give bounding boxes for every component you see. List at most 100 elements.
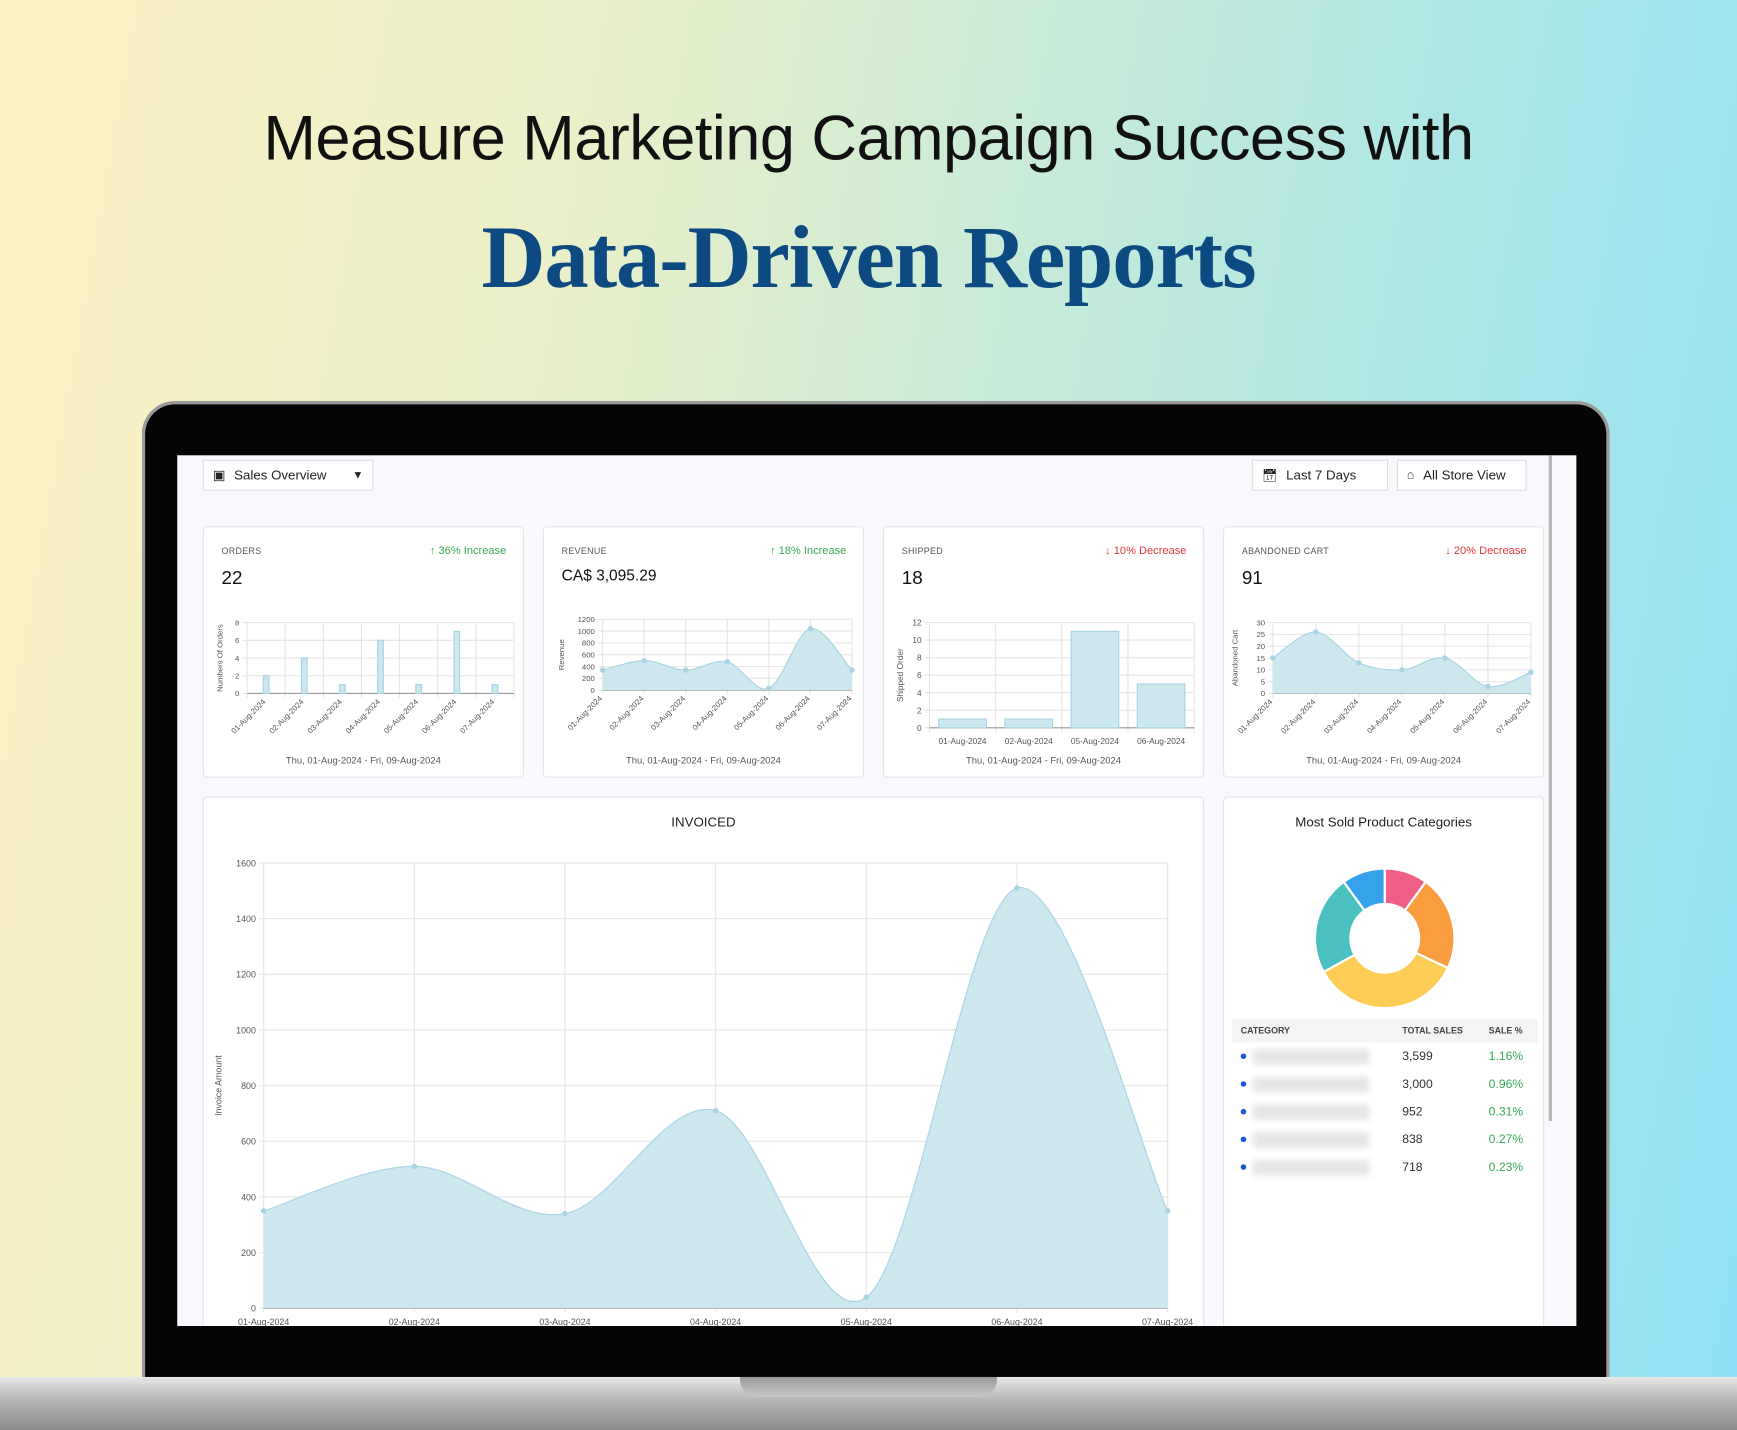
data-point [1014, 885, 1020, 891]
bullet-icon [1240, 1109, 1247, 1115]
date-label: Last 7 Days [1286, 467, 1357, 483]
bar [377, 639, 384, 695]
bullet-icon [1240, 1081, 1247, 1088]
calendar-icon: 📅︎ [1261, 469, 1278, 483]
scrollbar[interactable] [1548, 455, 1552, 1122]
date-range-caption: Thu, 01-Aug-2024 - Fri, 09-Aug-2024 [285, 754, 441, 766]
date-range-caption: Thu, 01-Aug-2024 - Fri, 09-Aug-2024 [1306, 754, 1462, 766]
total-sales-cell: 838 [1402, 1132, 1423, 1146]
y-tick-label: 5 [1261, 677, 1265, 686]
chevron-down-icon: ▼ [352, 469, 364, 482]
y-tick-label: 1200 [236, 970, 256, 980]
total-sales-cell: 952 [1402, 1105, 1423, 1119]
area-fill [263, 887, 1168, 1309]
y-axis-label: Abandoned Cart [1230, 629, 1239, 686]
sale-pct-cell: 0.31% [1488, 1105, 1524, 1119]
data-point [260, 1208, 267, 1214]
x-tick-label: 03-Aug-2024 [306, 697, 345, 736]
date-range-caption: Thu, 01-Aug-2024 - Fri, 09-Aug-2024 [966, 754, 1121, 766]
table-row[interactable]: 3,599 1.16% [1232, 1042, 1538, 1070]
x-tick-label: 04-Aug-2024 [691, 694, 730, 733]
invoiced-title: INVOICED [671, 814, 736, 830]
data-point [849, 667, 855, 673]
date-range-button[interactable]: 📅︎ Last 7 Days [1251, 459, 1389, 491]
headline-line2: Data-Driven Reports [481, 209, 1257, 307]
x-tick-label: 01-Aug-2024 [566, 694, 605, 733]
y-tick-label: 2 [235, 672, 239, 681]
bar [300, 657, 308, 695]
change-badge: ↓ 10% Decrease [1105, 545, 1187, 558]
data-point [1313, 629, 1319, 635]
area-fill [602, 628, 852, 691]
store-label: All Store View [1423, 467, 1506, 483]
headline-line1: Measure Marketing Campaign Success with [263, 103, 1474, 174]
abandoned-cart-chart: 0 5 10 15 20 25 30 Abandoned Cart 01-Aug-2024 02-… [1230, 618, 1534, 736]
view-label: Sales Overview [234, 467, 327, 483]
store-icon: ⌂ [1406, 468, 1415, 482]
donut-slice [1322, 951, 1450, 1010]
col-total-sales: TOTAL SALES [1393, 1019, 1480, 1043]
card-label: ABANDONED CART [1241, 546, 1330, 557]
y-tick-label: 4 [917, 688, 922, 698]
table-row[interactable]: 838 0.27% [1232, 1126, 1538, 1154]
y-axis-label: Numbers Of Orders [216, 624, 225, 692]
category-cell [1232, 1126, 1394, 1154]
x-tick-label: 01-Aug-2024 [939, 736, 987, 746]
x-tick-label: 04-Aug-2024 [344, 697, 383, 736]
redacted-category-name [1252, 1131, 1370, 1148]
table-row[interactable]: 952 0.31% [1232, 1098, 1538, 1126]
x-tick-label: 02-Aug-2024 [1005, 736, 1053, 746]
y-axis-label: Invoice Amount [214, 1055, 224, 1116]
sale-pct-cell: 0.27% [1488, 1132, 1524, 1146]
y-tick-label: 400 [582, 662, 595, 671]
table-row[interactable]: 3,000 0.96% [1232, 1070, 1538, 1098]
categories-donut [1313, 867, 1456, 1010]
data-point [1485, 683, 1491, 690]
redacted-category-name [1252, 1103, 1370, 1120]
laptop-notch [739, 1376, 998, 1397]
data-point [1399, 667, 1405, 673]
x-tick-label: 06-Aug-2024 [420, 697, 459, 736]
categories-title: Most Sold Product Categories [1295, 814, 1472, 830]
data-point [1270, 655, 1276, 661]
data-point [712, 1107, 719, 1114]
card-label: SHIPPED [901, 546, 943, 557]
abandoned-cart-card: ABANDONED CART ↓ 20% Decrease 91 0 5 10 15 2… [1222, 526, 1545, 778]
bullet-icon [1240, 1053, 1247, 1060]
x-tick-label: 05-Aug-2024 [1408, 697, 1447, 736]
x-tick-label: 03-Aug-2024 [539, 1317, 590, 1326]
x-tick-label: 07-Aug-2024 [458, 697, 497, 736]
y-tick-label: 8 [235, 618, 239, 627]
x-tick-label: 01-Aug-2024 [229, 697, 268, 736]
col-sale-pct: SALE % [1479, 1019, 1538, 1043]
bar [262, 675, 270, 695]
data-point [562, 1210, 568, 1217]
y-tick-label: 1600 [236, 858, 256, 868]
bar [938, 718, 987, 729]
y-tick-label: 6 [917, 670, 922, 680]
x-tick-label: 03-Aug-2024 [1322, 697, 1361, 736]
y-tick-label: 0 [917, 723, 922, 733]
view-selector[interactable]: ▣ Sales Overview ▼ [202, 459, 374, 491]
total-sales-cell: 718 [1402, 1160, 1423, 1174]
y-tick-label: 800 [241, 1081, 256, 1091]
x-tick-label: 07-Aug-2024 [1142, 1317, 1193, 1326]
data-point [1164, 1208, 1171, 1214]
dashboard-screen: ▣ Sales Overview ▼ 📅︎ Last 7 Days ⌂ All … [177, 455, 1577, 1327]
total-sales-cell: 3,599 [1402, 1049, 1433, 1063]
y-tick-label: 400 [241, 1192, 256, 1202]
x-tick-label: 01-Aug-2024 [1236, 697, 1275, 736]
store-view-button[interactable]: ⌂ All Store View [1396, 459, 1527, 491]
data-point [766, 685, 772, 692]
y-tick-label: 0 [591, 686, 595, 695]
sale-pct-cell: 0.96% [1488, 1077, 1524, 1091]
card-label: REVENUE [561, 546, 607, 557]
table-row[interactable]: 718 0.23% [1232, 1153, 1538, 1181]
x-tick-label: 03-Aug-2024 [649, 694, 688, 733]
data-point [807, 625, 814, 632]
x-tick-label: 06-Aug-2024 [991, 1317, 1042, 1326]
y-tick-label: 1000 [236, 1025, 256, 1035]
data-point [1528, 669, 1534, 675]
bullet-icon [1240, 1164, 1247, 1171]
bar [338, 684, 346, 695]
